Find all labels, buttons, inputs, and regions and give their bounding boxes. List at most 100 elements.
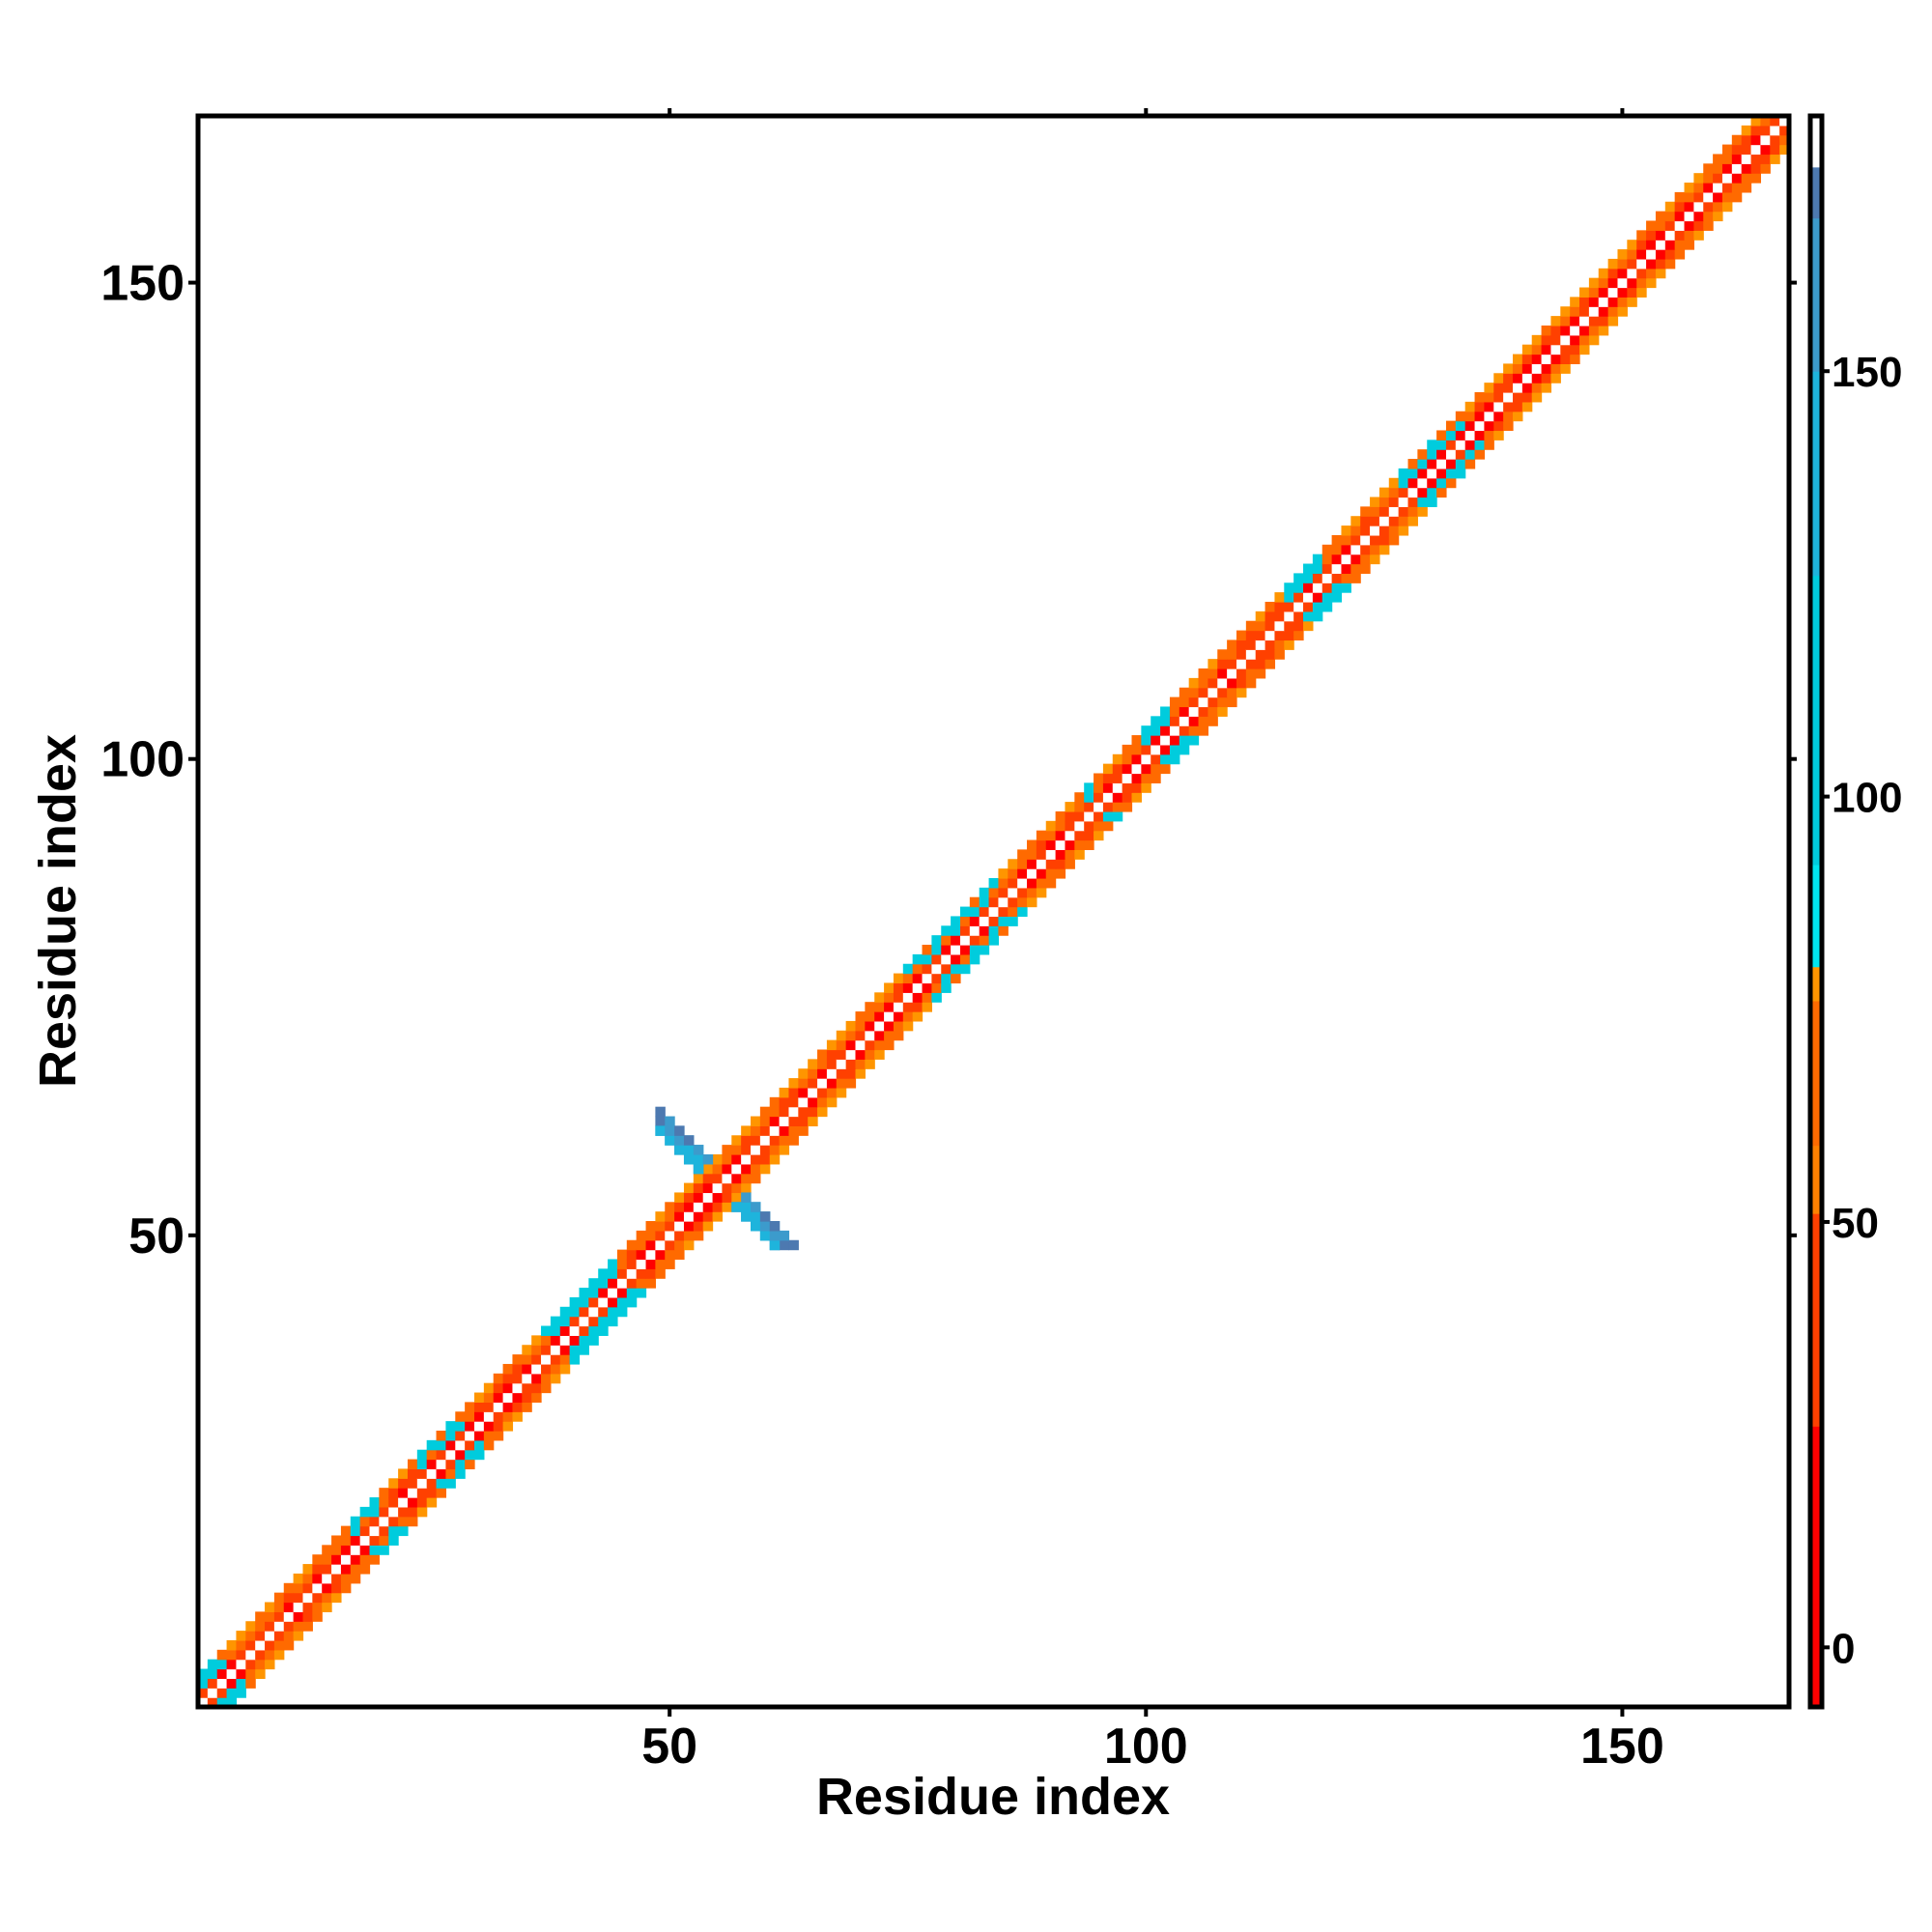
heatmap-cell [1227,696,1237,708]
heatmap-cell [731,1192,742,1203]
heatmap-cell [293,1592,304,1604]
heatmap-cell [1331,554,1343,565]
heatmap-cell [1693,230,1704,241]
heatmap-cell [608,1268,618,1279]
heatmap-cell [693,1221,704,1232]
heatmap-cell [865,1002,875,1012]
heatmap-cell [1378,497,1390,507]
heatmap-cell [874,1020,885,1032]
heatmap-cell [493,1382,504,1394]
heatmap-cell [722,1153,732,1165]
heatmap-cell [426,1468,438,1479]
heatmap-cell [941,925,952,936]
heatmap-cell [426,1459,438,1470]
heatmap-cell [1570,297,1580,307]
heatmap-cell [1055,849,1066,860]
heatmap-cell [1169,753,1180,765]
heatmap-cell [655,1230,666,1241]
heatmap-cell [1407,506,1418,517]
heatmap-cell [1493,411,1504,422]
heatmap-cell [522,1373,532,1384]
heatmap-cell [826,1049,838,1060]
heatmap-cell [1151,763,1161,775]
heatmap-cell [579,1335,589,1346]
heatmap-cell [1284,630,1294,641]
colorbar-ticks: 0 50 100 150 [1822,349,1902,1672]
heatmap-cell [874,992,885,1003]
heatmap-cell [1474,449,1486,460]
heatmap-cell [588,1335,599,1346]
heatmap-cell [426,1478,438,1489]
heatmap-cell [369,1535,380,1546]
heatmap-cell [1407,487,1418,498]
heatmap-cell [722,1202,732,1212]
heatmap-cell [1331,534,1343,546]
heatmap-cell [541,1382,552,1394]
heatmap-cell [788,1135,799,1146]
heatmap-cell [1017,868,1028,879]
heatmap-cell [1721,201,1733,213]
colorbar-tick-label: 100 [1832,775,1902,822]
heatmap-cell [1750,154,1762,164]
heatmap-cell [1245,677,1257,689]
heatmap-cell [1208,706,1218,717]
heatmap-cell [1417,449,1428,460]
heatmap-cell [1655,230,1666,241]
heatmap-cell [474,1430,485,1441]
heatmap-cell [1703,220,1714,231]
heatmap-cell [741,1153,752,1165]
heatmap-cell [531,1335,542,1346]
heatmap-cell [1045,877,1057,889]
heatmap-cell [1598,325,1609,336]
heatmap-cell [1264,659,1276,669]
heatmap-cell [255,1668,266,1680]
heatmap-cell [416,1449,428,1461]
heatmap-cell [283,1602,295,1612]
heatmap-cell [636,1268,647,1279]
heatmap-cell [1588,316,1600,327]
heatmap-cell [1684,183,1694,193]
heatmap-cell [817,1096,828,1108]
heatmap-cell [1417,459,1428,469]
heatmap-cell [855,1020,866,1032]
heatmap-cell [1436,449,1447,460]
heatmap-cell [207,1668,218,1680]
heatmap-cell [1245,659,1257,669]
heatmap-cell [1151,735,1161,746]
heatmap-cell [541,1354,552,1365]
heatmap-cell [445,1449,456,1461]
heatmap-cell [826,1059,838,1069]
heatmap-cell [322,1573,332,1584]
heatmap-cell [1674,230,1686,241]
heatmap-cell [951,935,961,946]
heatmap-cell [322,1602,332,1612]
heatmap-cell [1541,325,1552,336]
heatmap-cell [855,1011,866,1022]
heatmap-cell [502,1382,514,1394]
heatmap-cell [712,1192,724,1203]
heatmap-cell [1321,554,1333,565]
heatmap-cell [340,1525,352,1537]
heatmap-cell [550,1335,561,1346]
heatmap-cell [1303,563,1314,574]
heatmap-cell [1255,620,1266,632]
heatmap-cell [616,1259,628,1269]
heatmap-cell [1703,201,1714,213]
heatmap-cell [1693,201,1704,213]
heatmap-cell [1208,716,1218,726]
heatmap-cell [988,925,1000,936]
heatmap-cell [1341,544,1351,555]
heatmap-cell [1721,163,1733,174]
heatmap-cell [331,1573,342,1584]
heatmap-cell [855,1030,866,1041]
heatmap-cell [1341,582,1351,593]
heatmap-cell [465,1402,475,1412]
heatmap-cell [1360,516,1371,526]
heatmap-cell [1350,554,1361,565]
heatmap-cell [683,1135,695,1146]
heatmap-cell [1331,592,1343,603]
heatmap-cell [788,1087,799,1098]
heatmap-cell [1588,306,1600,317]
heatmap-cell [1436,459,1447,469]
heatmap-cell [1512,363,1523,374]
